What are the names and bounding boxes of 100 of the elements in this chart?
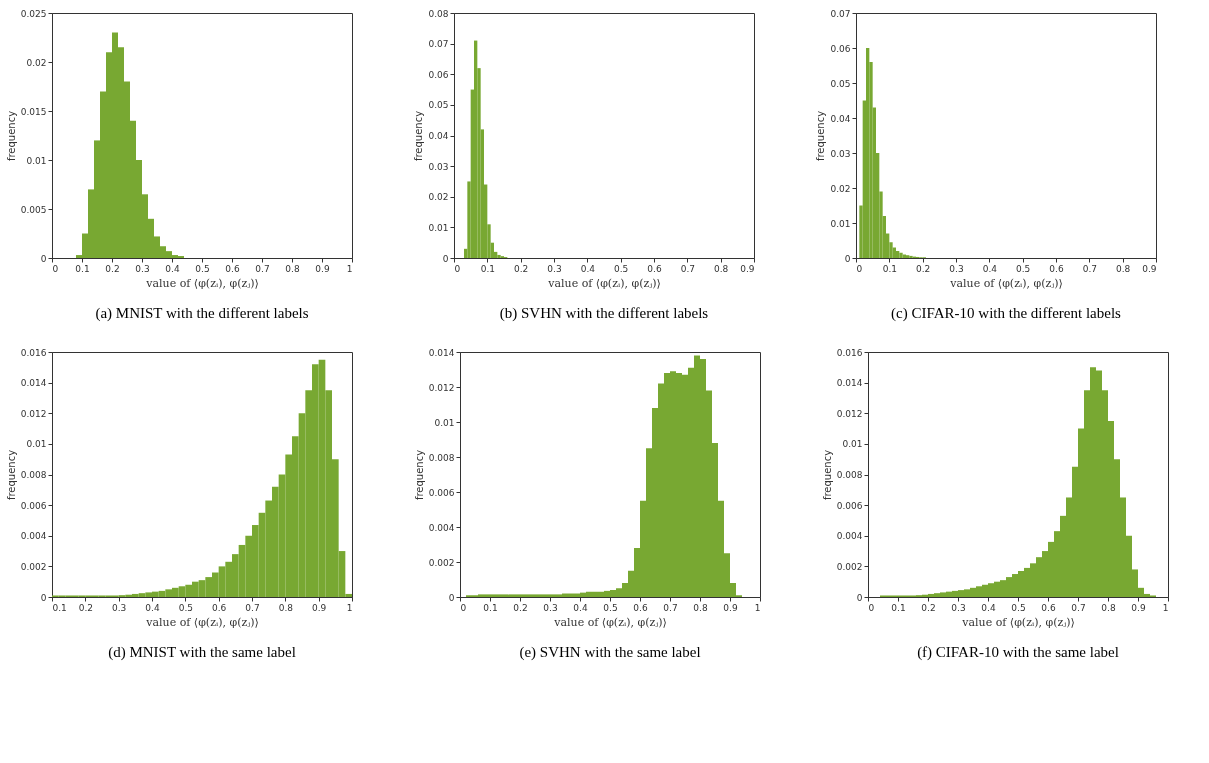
- y-tick-label: 0.012: [836, 408, 863, 419]
- x-tick-label: 0.1: [882, 263, 897, 274]
- x-tick-label: 1: [754, 602, 761, 613]
- y-tick-label: 0.004: [428, 522, 455, 533]
- x-tick-label: 0.2: [105, 263, 120, 274]
- y-tick-label: 0.025: [20, 8, 47, 19]
- x-tick-label: 0.3: [543, 602, 558, 613]
- x-tick-label: 0.6: [225, 263, 240, 274]
- y-tick-label: 0.014: [20, 378, 47, 389]
- x-tick-label: 0.1: [480, 263, 495, 274]
- y-tick-label: 0.016: [836, 347, 863, 358]
- y-tick-label: 0.016: [20, 347, 47, 358]
- x-tick-label: 0.9: [315, 263, 330, 274]
- x-tick-label: 0.5: [195, 263, 210, 274]
- y-tick-label: 0.06: [428, 69, 449, 80]
- y-tick-label: 0.006: [836, 500, 863, 511]
- text: (b) SVHN with the different labels: [499, 305, 709, 322]
- x-tick-label: 0.2: [514, 263, 529, 274]
- x-axis-title: value of ⟨φ(zᵢ), φ(zⱼ)⟩: [547, 276, 661, 290]
- y-tick-label: 0.015: [20, 106, 47, 117]
- y-tick-label: 0.06: [830, 43, 851, 54]
- y-tick-label: 0.002: [836, 561, 863, 572]
- y-tick-label: 0.004: [20, 531, 47, 542]
- x-tick-label: 0.5: [1011, 602, 1026, 613]
- y-tick-label: 0.01: [842, 439, 863, 450]
- text: (d) MNIST with the same label: [108, 644, 296, 661]
- x-tick-label: 0.8: [693, 602, 708, 613]
- y-tick-label: 0.002: [428, 557, 455, 568]
- x-tick-label: 0.3: [949, 263, 964, 274]
- y-tick-label: 0: [856, 592, 863, 603]
- y-tick-label: 0.08: [428, 8, 449, 19]
- x-tick-label: 0.8: [285, 263, 300, 274]
- y-tick-label: 0: [844, 253, 851, 264]
- y-tick-label: 0.008: [836, 470, 863, 480]
- x-tick-label: 0.9: [723, 602, 738, 613]
- x-tick-label: 0.7: [663, 602, 678, 613]
- y-tick-label: 0.01: [830, 218, 851, 229]
- x-tick-label: 0.7: [680, 263, 695, 274]
- text: (c) CIFAR-10 with the different labels: [891, 305, 1122, 322]
- y-tick-label: 0.04: [428, 131, 449, 141]
- x-tick-label: 0.9: [1131, 602, 1146, 613]
- x-tick-label: 0.1: [75, 263, 90, 274]
- y-tick-label: 0.05: [830, 78, 851, 89]
- x-tick-label: 0.1: [891, 602, 906, 613]
- x-tick-label: 0.6: [1049, 263, 1064, 274]
- y-axis-title: frequency: [5, 449, 17, 501]
- y-tick-label: 0.014: [836, 378, 863, 389]
- y-tick-label: 0.01: [26, 155, 47, 166]
- y-tick-label: 0.012: [20, 408, 47, 419]
- y-tick-label: 0: [40, 253, 47, 264]
- y-tick-label: 0.014: [428, 347, 455, 358]
- x-tick-label: 0.3: [135, 263, 150, 274]
- text: (e) SVHN with the same label: [519, 644, 701, 661]
- x-tick-label: 0: [52, 263, 59, 274]
- y-tick-label: 0.07: [428, 39, 449, 50]
- x-tick-label: 0.5: [178, 602, 193, 613]
- x-tick-label: 0.9: [1142, 263, 1157, 274]
- y-tick-label: 0: [448, 592, 455, 603]
- x-tick-label: 0.6: [1041, 602, 1056, 613]
- x-axis-title: value of ⟨φ(zᵢ), φ(zⱼ)⟩: [145, 615, 259, 629]
- x-tick-label: 0.4: [145, 602, 160, 613]
- y-tick-label: 0.006: [428, 487, 455, 498]
- x-tick-label: 0.2: [916, 263, 931, 274]
- x-tick-label: 0.8: [1116, 263, 1131, 274]
- x-tick-label: 0.9: [740, 263, 755, 274]
- x-tick-label: 0.8: [1101, 602, 1116, 613]
- y-tick-label: 0.04: [830, 113, 851, 124]
- x-tick-label: 0.4: [165, 263, 180, 274]
- x-tick-label: 0.7: [245, 602, 260, 613]
- y-axis-title: frequency: [413, 449, 425, 501]
- x-axis-title: value of ⟨φ(zᵢ), φ(zⱼ)⟩: [949, 276, 1063, 290]
- y-tick-label: 0.02: [830, 183, 851, 194]
- y-axis-title: frequency: [821, 449, 833, 501]
- x-tick-label: 0: [460, 602, 467, 613]
- x-tick-label: 0.7: [1082, 263, 1097, 274]
- y-tick-label: 0.006: [20, 500, 47, 511]
- x-tick-label: 0.7: [1071, 602, 1086, 613]
- x-tick-label: 0.2: [513, 602, 528, 613]
- x-tick-label: 0.4: [982, 263, 998, 274]
- x-tick-label: 0.6: [633, 602, 648, 613]
- x-tick-label: 0.5: [614, 263, 629, 274]
- x-tick-label: 1: [1162, 602, 1169, 613]
- x-tick-label: 0.6: [212, 602, 227, 613]
- x-tick-label: 0.8: [714, 263, 729, 274]
- y-tick-label: 0.005: [20, 204, 47, 215]
- x-tick-label: 1: [346, 602, 353, 613]
- y-tick-label: 0.01: [26, 439, 47, 450]
- text: (a) MNIST with the different labels: [95, 305, 309, 322]
- y-axis-title: frequency: [413, 110, 425, 162]
- x-tick-label: 0.3: [547, 263, 562, 274]
- x-tick-label: 0.5: [1016, 263, 1031, 274]
- x-axis-title: value of ⟨φ(zᵢ), φ(zⱼ)⟩: [553, 615, 667, 629]
- y-tick-label: 0.01: [428, 222, 449, 233]
- y-tick-label: 0.004: [836, 531, 863, 542]
- x-axis-title: value of ⟨φ(zᵢ), φ(zⱼ)⟩: [145, 276, 259, 290]
- y-tick-label: 0.03: [830, 148, 851, 159]
- x-tick-label: 0.1: [52, 602, 67, 613]
- y-tick-label: 0.008: [20, 470, 47, 480]
- y-tick-label: 0: [442, 253, 449, 264]
- y-tick-label: 0.03: [428, 161, 449, 172]
